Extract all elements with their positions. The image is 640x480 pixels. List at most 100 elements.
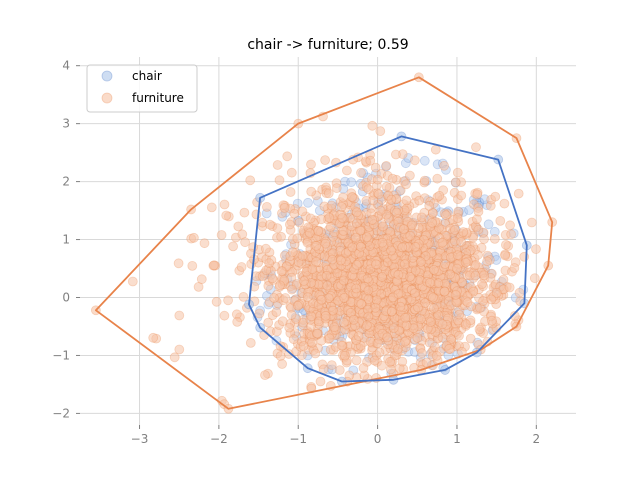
furniture-point (377, 221, 388, 232)
furniture-point (279, 202, 290, 213)
furniture-point (393, 269, 404, 280)
furniture-point (391, 207, 402, 218)
furniture-point (338, 275, 349, 286)
furniture-point (412, 332, 423, 343)
furniture-point (425, 317, 436, 328)
furniture-point (193, 281, 204, 292)
furniture-point (395, 301, 406, 312)
legend: chair furniture (86, 64, 198, 113)
chair-point (346, 177, 357, 188)
furniture-point (456, 190, 467, 201)
chair-point (400, 158, 411, 169)
furniture-point (509, 263, 520, 273)
furniture-point (284, 322, 295, 333)
furniture-point (351, 283, 362, 294)
furniture-point (473, 224, 484, 235)
furniture-point (316, 294, 327, 305)
furniture-point (437, 319, 448, 330)
furniture-point (395, 185, 406, 196)
chart-title: chair -> furniture; 0.59 (247, 37, 408, 53)
furniture-point (454, 309, 465, 320)
furniture-point (478, 296, 489, 306)
furniture-point (526, 217, 537, 228)
furniture-point (529, 273, 540, 284)
furniture-point (271, 307, 282, 318)
furniture-point (386, 245, 397, 256)
furniture-point (428, 264, 439, 275)
furniture-point (460, 319, 471, 330)
furniture-point (361, 232, 372, 243)
furniture-point (245, 175, 256, 186)
furniture-point (328, 305, 338, 316)
furniture-point (370, 302, 381, 313)
furniture-point (477, 279, 487, 290)
furniture-point (393, 289, 404, 299)
furniture-point (269, 293, 280, 303)
furniture-point (376, 360, 387, 371)
furniture-point (288, 334, 299, 345)
furniture-point (390, 149, 401, 160)
furniture-point (311, 240, 322, 251)
furniture-point (486, 315, 497, 326)
furniture-point (277, 359, 288, 369)
furniture-point (219, 310, 230, 321)
furniture-point (377, 271, 387, 282)
furniture-point (499, 198, 510, 209)
furniture-point (173, 258, 184, 269)
y-tick-label: −2 (52, 406, 70, 420)
furniture-point (439, 160, 450, 171)
furniture-point (479, 270, 490, 281)
furniture-point (449, 225, 460, 235)
furniture-point (239, 207, 250, 218)
furniture-point (196, 274, 207, 285)
furniture-point (450, 177, 461, 188)
furniture-point (470, 270, 481, 281)
furniture-point (373, 338, 383, 349)
furniture-point (209, 260, 220, 271)
furniture-point (320, 238, 331, 249)
furniture-point (416, 348, 427, 359)
furniture-point (310, 348, 321, 359)
furniture-point (400, 336, 411, 347)
furniture-point (264, 258, 275, 269)
furniture-point (326, 200, 337, 211)
y-tick-label: −1 (52, 348, 70, 362)
furniture-point (347, 242, 358, 253)
furniture-point (331, 183, 342, 194)
furniture-point (405, 271, 416, 282)
x-tick-label: 0 (374, 432, 382, 446)
furniture-point (421, 357, 432, 368)
furniture-point (304, 228, 315, 239)
furniture-point (187, 260, 198, 271)
furniture-point (513, 188, 524, 199)
furniture-point (450, 289, 461, 300)
furniture-point (174, 310, 185, 321)
furniture-point (199, 238, 210, 249)
furniture-point (223, 295, 234, 306)
furniture-point (339, 292, 350, 303)
furniture-point (372, 174, 383, 185)
furniture-point (428, 303, 439, 314)
furniture-point (315, 376, 326, 387)
furniture-point (401, 195, 412, 206)
furniture-point (476, 242, 487, 253)
furniture-point (356, 298, 367, 309)
furniture-point (427, 217, 438, 228)
furniture-point (397, 242, 408, 253)
legend-box (86, 64, 198, 113)
furniture-point (370, 162, 381, 173)
furniture-point (265, 219, 275, 230)
furniture-point (441, 210, 451, 221)
furniture-point (365, 155, 376, 166)
furniture-point (427, 208, 438, 219)
furniture-point (286, 167, 297, 178)
furniture-point (385, 356, 396, 367)
furniture-point (275, 351, 286, 362)
furniture-point (514, 287, 525, 298)
furniture-point (367, 214, 378, 225)
y-tick-label: 2 (62, 175, 70, 189)
furniture-point (277, 316, 288, 327)
furniture-point (415, 256, 426, 267)
furniture-point (329, 322, 340, 333)
furniture-point (355, 241, 366, 252)
